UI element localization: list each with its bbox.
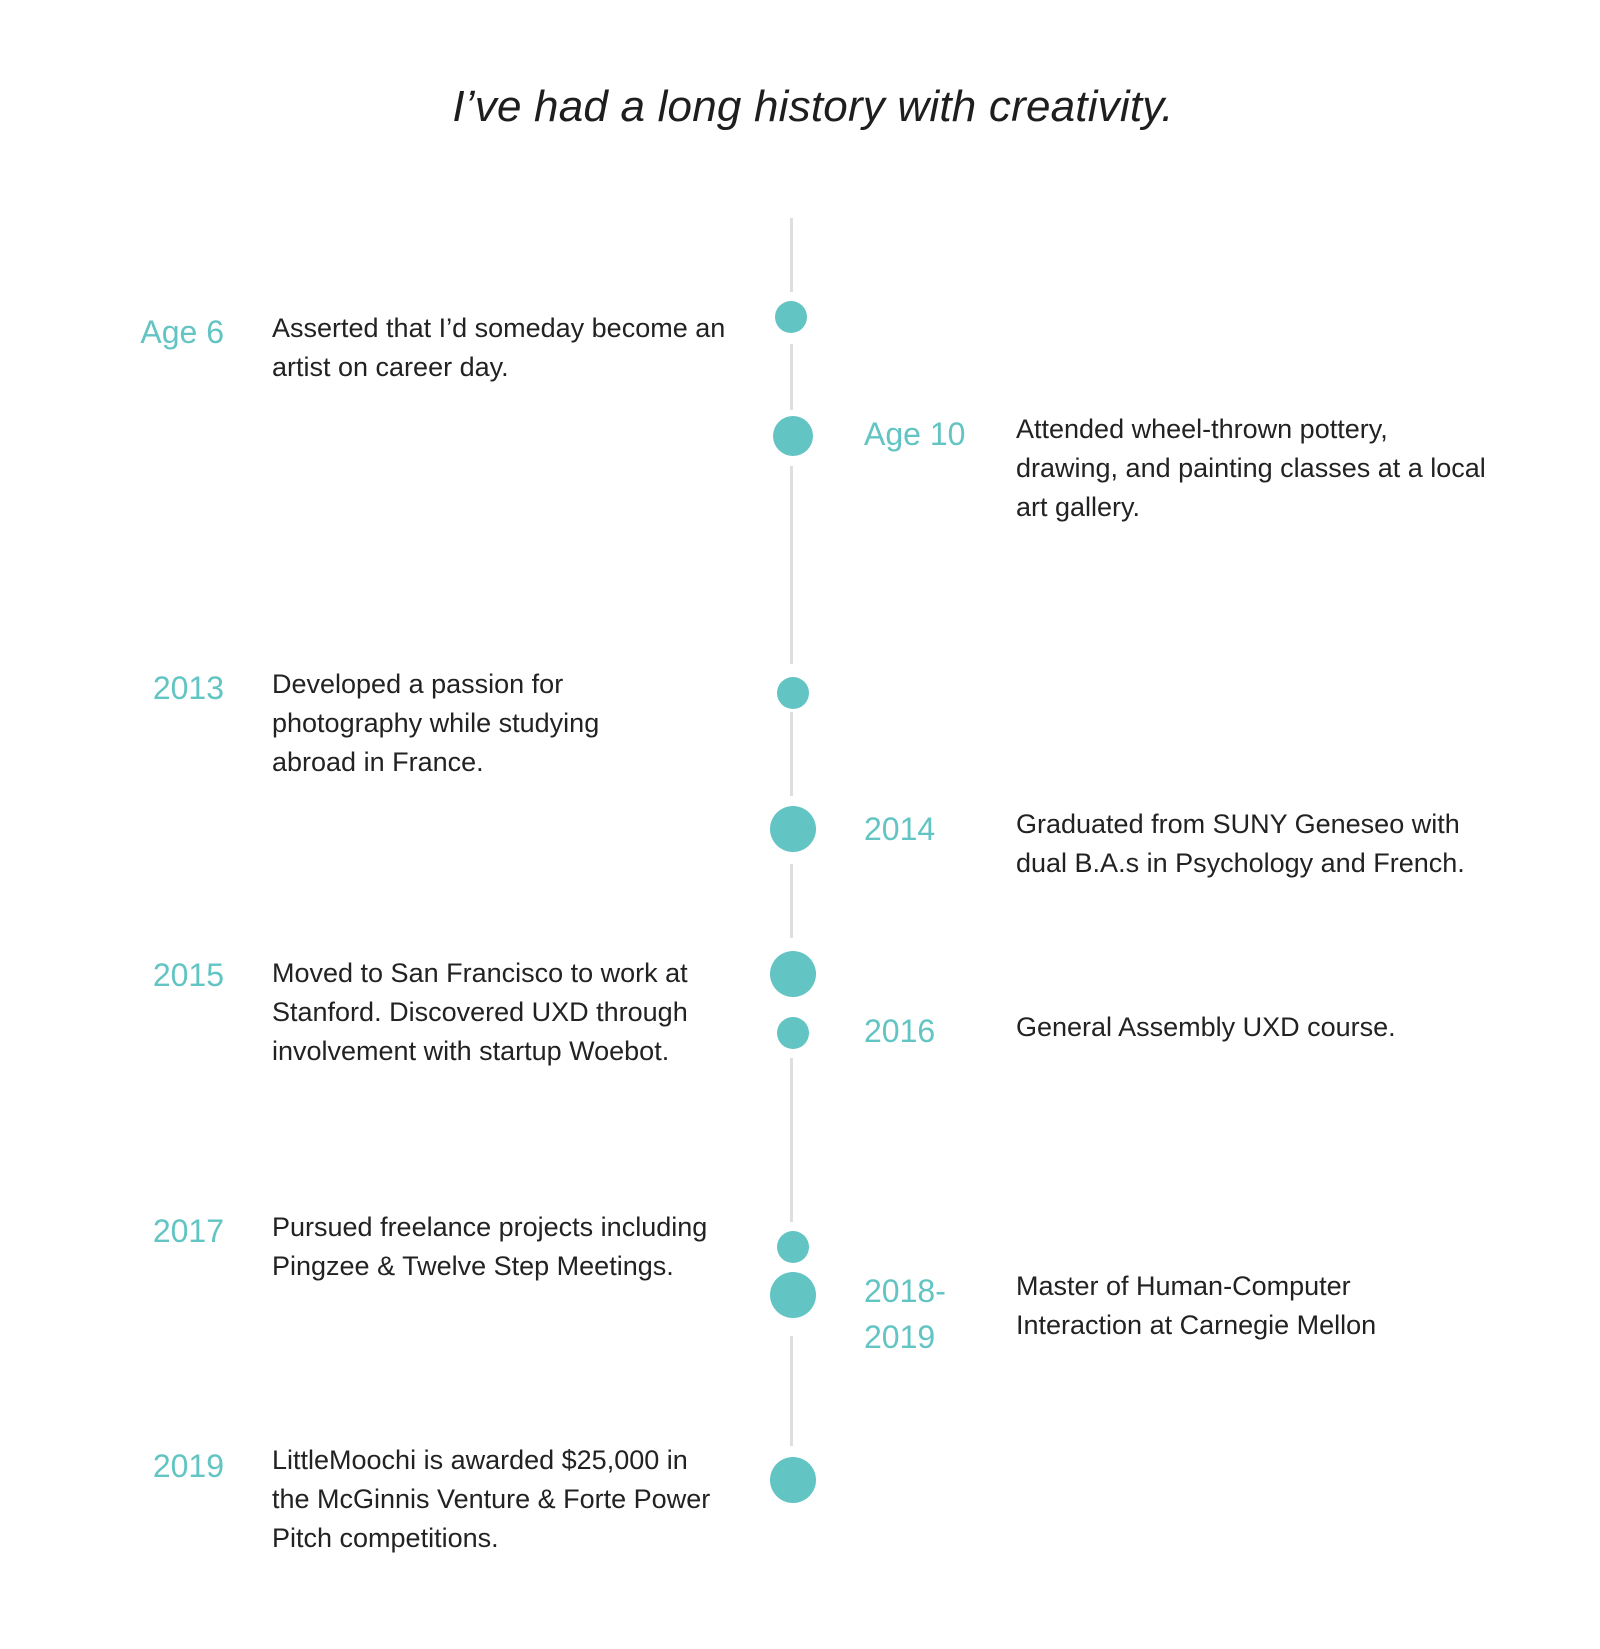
event-label: Age 6: [140, 314, 224, 350]
event-description: Attended wheel-thrown pottery, drawing, …: [1016, 414, 1486, 522]
event-label: 2013: [152, 670, 224, 706]
timeline-dot: [770, 1272, 816, 1318]
timeline-dot: [777, 1017, 809, 1049]
timeline-dot: [775, 301, 807, 333]
timeline-dot: [770, 1457, 816, 1503]
event-label: 2019: [152, 1448, 224, 1484]
event-description: Moved to San Francisco to work at Stanfo…: [272, 958, 688, 1066]
timeline-dot: [777, 1231, 809, 1263]
timeline-line: [790, 1058, 793, 1222]
timeline-line: [790, 466, 793, 664]
event-label: 2018-2019: [864, 1273, 946, 1355]
timeline-dot: [770, 806, 816, 852]
event-description: Asserted that I’d someday become an arti…: [272, 313, 726, 382]
timeline-line: [790, 344, 793, 410]
timeline-dot: [777, 677, 809, 709]
event-label: 2015: [152, 957, 224, 993]
timeline-line: [790, 218, 793, 292]
event-description: Graduated from SUNY Geneseo with dual B.…: [1016, 809, 1465, 878]
event-label: 2017: [152, 1213, 224, 1249]
timeline-line: [790, 864, 793, 938]
event-label: Age 10: [864, 416, 966, 452]
timeline-line: [790, 1336, 793, 1446]
event-description: Developed a passion for photography whil…: [272, 669, 600, 777]
timeline-dot: [770, 951, 816, 997]
page-title: I’ve had a long history with creativity.: [452, 82, 1174, 131]
event-label: 2014: [864, 811, 936, 847]
timeline-dot: [773, 416, 813, 456]
event-description: LittleMoochi is awarded $25,000 in the M…: [272, 1445, 711, 1553]
event-description: Master of Human-Computer Interaction at …: [1016, 1271, 1377, 1340]
event-description: Pursued freelance projects including Pin…: [272, 1212, 708, 1281]
event-label: 2016: [864, 1013, 936, 1049]
event-description: General Assembly UXD course.: [1016, 1012, 1396, 1042]
timeline-line: [790, 712, 793, 796]
